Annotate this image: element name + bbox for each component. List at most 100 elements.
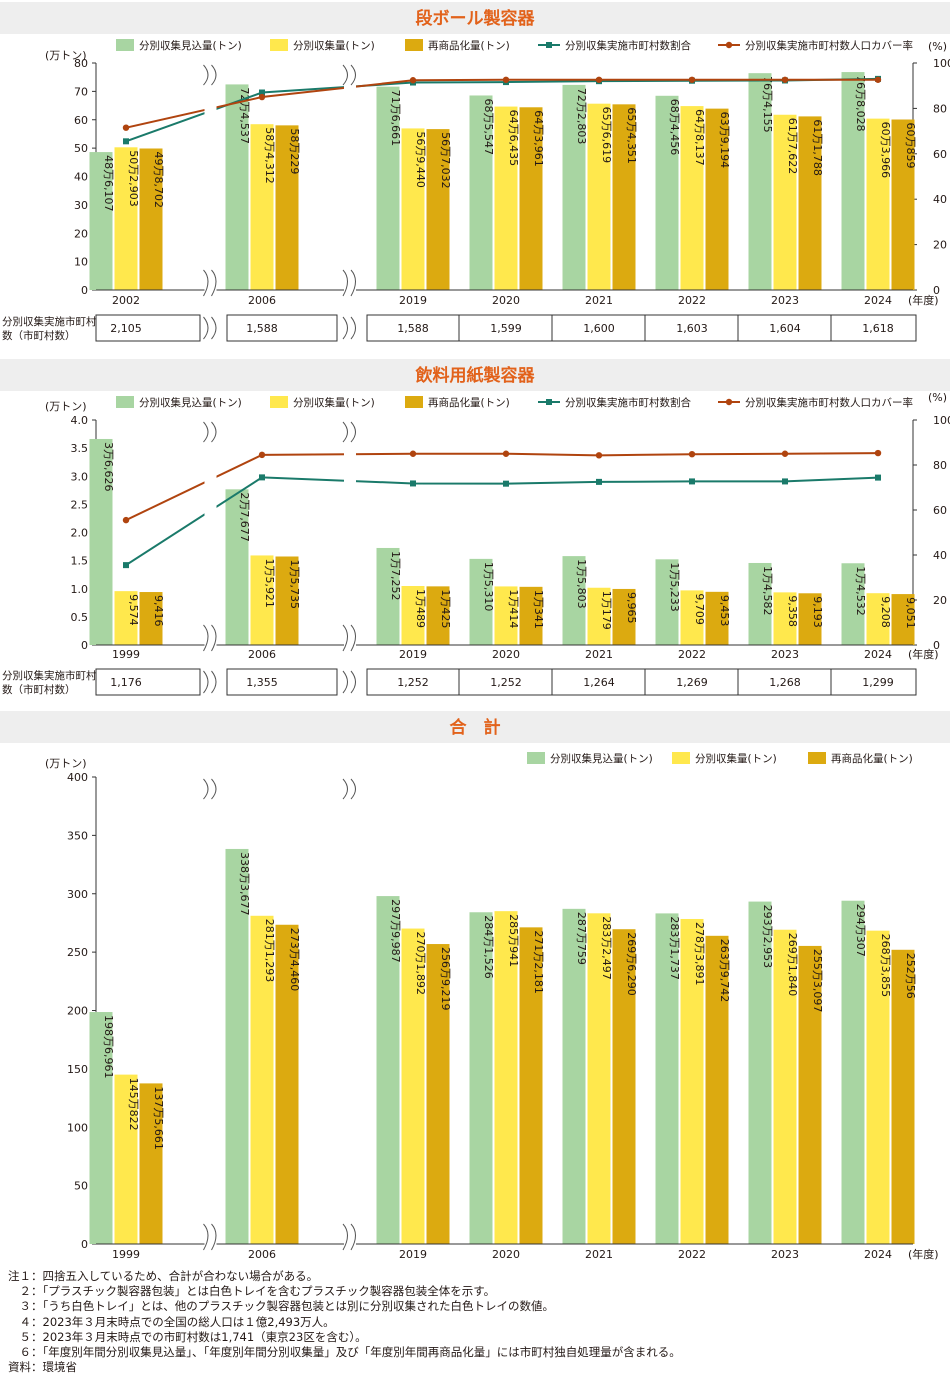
bar-data-label: 268万3,855 [879, 934, 892, 998]
x-tick-label: 1999 [112, 1248, 140, 1261]
bar-data-label: 1万7,252 [389, 551, 402, 601]
bar-collection-plan [748, 901, 772, 1244]
bar-recycled [612, 588, 636, 645]
table-cell: 1,176 [110, 676, 142, 689]
bar-data-label: 61万7,622 [786, 118, 799, 175]
x-tick-label: 2020 [492, 1248, 520, 1261]
bar-data-label: 1万341 [532, 590, 545, 629]
y-axis-unit: (万トン) [45, 400, 87, 413]
bar-collected [250, 124, 274, 290]
table-cell: 1,252 [490, 676, 522, 689]
y2-tick-label: 40 [933, 549, 947, 562]
line-marker-circle [502, 76, 510, 83]
legend-swatch [116, 39, 134, 51]
y-axis-unit: (万トン) [45, 49, 87, 62]
x-tick-label: 2021 [585, 648, 613, 661]
line-marker-circle [502, 450, 510, 457]
table-cell: 1,599 [490, 322, 522, 335]
bar-collected [587, 587, 611, 645]
bar-collection-plan [841, 72, 865, 290]
bar-data-label: 49万8,702 [152, 151, 165, 208]
bar-collected [401, 585, 425, 645]
axis-break-mark [211, 64, 217, 86]
legend-marker [546, 42, 552, 48]
table-border [95, 314, 201, 342]
bar-data-label: 64万8,137 [693, 109, 706, 166]
x-tick-label: 2023 [771, 1248, 799, 1261]
axis-break-mark [342, 778, 348, 800]
bar-data-label: 1万5,310 [482, 562, 495, 612]
bar-data-label: 68万4,456 [668, 99, 681, 156]
bar-data-label: 76万4,155 [761, 76, 774, 133]
table-cell: 1,604 [769, 322, 801, 335]
bar-collection-plan [562, 556, 586, 645]
line-population-coverage [125, 78, 878, 129]
footnote: ５：2023年３月末時点での市町村数は1,741（東京23区を含む）。 [8, 1329, 367, 1344]
table-row-header: 分別収集実施市町村 [2, 315, 97, 328]
axis-break-mark [342, 421, 348, 443]
bar-data-label: 1万414 [507, 589, 520, 628]
axis-break-mark [203, 624, 209, 652]
chart-panel-2: 飲料用紙製容器 0 0.5 1.0 1.5 2.0 2.5 3.0 3.5 4.0(万トン) 0 20… [0, 359, 950, 696]
bar-data-label: 294万307 [854, 904, 867, 957]
legend-label: 分別収集量(トン) [293, 396, 375, 409]
axis-break-gap [344, 61, 356, 298]
bar-collection-plan [562, 84, 586, 290]
legend: 分別収集見込量(トン) 分別収集量(トン) 再商品化量(トン) 分別収集実施市町村数割… [116, 39, 913, 52]
axis-break-mark [211, 778, 217, 800]
bar-data-label: 137万5,661 [152, 1086, 165, 1150]
bar-data-label: 64万3,961 [532, 110, 545, 166]
bar-data-label: 58万4,312 [263, 127, 276, 184]
y-tick-label: 400 [67, 771, 88, 784]
table-border [95, 668, 201, 696]
bar-collected [773, 114, 797, 290]
bar-data-label: 68万5,547 [482, 98, 495, 155]
bar-data-label: 63万9,194 [718, 112, 731, 168]
bar-data-label: 269万6,290 [625, 932, 638, 996]
bar-collection-plan [841, 900, 865, 1244]
y-tick-label: 250 [67, 946, 88, 959]
table-cell: 2,105 [110, 322, 142, 335]
x-tick-label: 2022 [678, 294, 706, 307]
table-border [366, 668, 917, 696]
bar-data-label: 9,193 [811, 596, 824, 628]
section-title: 段ボール製容器 [416, 8, 536, 29]
bar-data-label: 64万6,435 [507, 110, 520, 167]
legend-marker [725, 41, 733, 49]
bar-collection-plan [655, 559, 679, 645]
axis-break-mark [211, 421, 217, 443]
axis-break-mark [350, 778, 356, 800]
bar-recycled [798, 945, 822, 1244]
legend-label: 分別収集実施市町村数人口カバー率 [745, 396, 913, 409]
table-break-mark [350, 670, 356, 694]
bar-data-label: 2万7,677 [238, 492, 251, 542]
bar-recycled [612, 104, 636, 290]
bar-collected [114, 1074, 138, 1244]
bar-data-label: 283万2,497 [600, 916, 613, 980]
legend-label: 再商品化量(トン) [428, 39, 510, 52]
bar-collected [494, 911, 518, 1244]
bar-data-label: 255万3,097 [811, 949, 824, 1013]
bar-data-label: 9,051 [904, 597, 917, 629]
source-note: 資料：環境省 [8, 1360, 77, 1375]
bar-data-label: 9,208 [879, 596, 892, 628]
bar-data-label: 60万3,966 [879, 122, 892, 179]
bar-data-label: 9,358 [786, 595, 799, 627]
municipality-count-table: 分別収集実施市町村数（市町村数） 1,176 1,355 1,252 1,252 1,26… [2, 668, 917, 696]
bar-collection-plan [748, 73, 772, 290]
bar-collected [114, 591, 138, 645]
x-tick-label: 2022 [678, 648, 706, 661]
bar-recycled [705, 935, 729, 1244]
x-tick-label: 2024 [864, 648, 892, 661]
y2-tick-label: 0 [933, 639, 940, 652]
y2-tick-label: 20 [933, 239, 947, 252]
bar-data-label: 145万822 [127, 1078, 140, 1131]
bar-data-label: 1万5,233 [668, 562, 681, 612]
table-cell: 1,268 [769, 676, 801, 689]
line-marker-square [875, 474, 881, 481]
bar-data-label: 281万1,293 [263, 919, 276, 983]
bar-data-label: 198万6,961 [102, 1015, 115, 1078]
bar-recycled [798, 116, 822, 290]
figure: 段ボール製容器01020304050607080(万トン)02040608010… [0, 2, 950, 1261]
line-marker-circle [874, 449, 882, 457]
